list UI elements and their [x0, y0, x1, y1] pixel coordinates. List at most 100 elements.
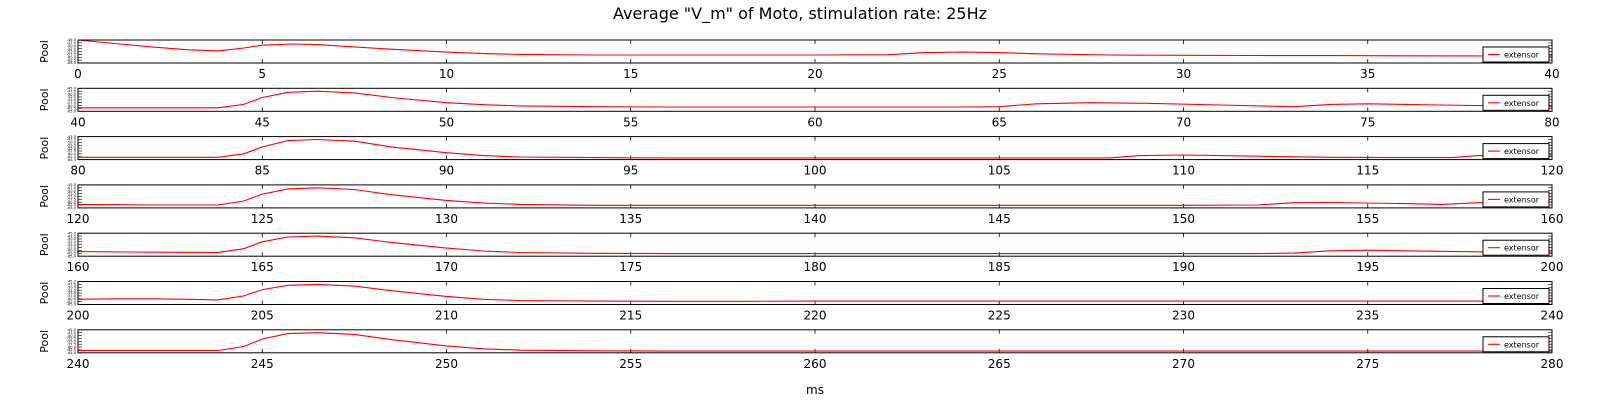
- x-tick-label: 240: [1541, 309, 1564, 323]
- x-tick-label: 240: [67, 357, 90, 371]
- y-tick-label: -55.0: [67, 195, 77, 199]
- y-tick-label: -52.5: [67, 143, 76, 147]
- x-tick-label: 250: [435, 357, 458, 371]
- y-tick-label: -65.0: [67, 110, 77, 114]
- y-tick-label: -60.0: [67, 297, 77, 301]
- y-tick-label: -57.5: [67, 342, 76, 346]
- legend-box: [1482, 239, 1550, 256]
- x-tick-label: 90: [439, 164, 454, 178]
- x-tick-label: 255: [619, 357, 642, 371]
- y-tick-label: -60.0: [67, 200, 77, 204]
- y-tick-label: -62.5: [67, 58, 76, 62]
- y-tick-label: -55.0: [67, 340, 77, 344]
- y-tick-label: -65.0: [67, 61, 77, 65]
- legend-label: extensor: [1504, 147, 1540, 156]
- x-tick-label: 135: [619, 212, 642, 226]
- x-tick-label: 150: [1172, 212, 1195, 226]
- series-line-extensor: [77, 283, 1552, 302]
- x-tick-label: 170: [435, 260, 458, 274]
- y-axis-label: Pool: [38, 40, 51, 63]
- y-tick-label: -57.5: [67, 149, 76, 153]
- x-tick-label: 60: [807, 115, 822, 129]
- x-axis-label: ms: [806, 383, 824, 397]
- x-tick-label: 165: [251, 260, 274, 274]
- axes-frame: [77, 39, 1553, 64]
- y-axis-label: Pool: [38, 233, 51, 256]
- y-tick-label: -45.0: [67, 183, 77, 187]
- x-tick-label: 30: [1176, 67, 1191, 81]
- y-tick-label: -60.0: [67, 104, 77, 108]
- y-tick-label: -65.0: [67, 158, 77, 162]
- subplot-4: -45.0-47.5-50.0-52.5-55.0-57.5-60.0-62.5…: [38, 183, 1563, 226]
- x-tick-label: 55: [623, 115, 638, 129]
- y-tick-label: -62.5: [67, 300, 76, 304]
- y-tick-label: -52.5: [67, 192, 76, 196]
- x-tick-label: 110: [1172, 164, 1195, 178]
- x-tick-label: 15: [623, 67, 638, 81]
- x-tick-label: 160: [67, 260, 90, 274]
- y-tick-label: -45.0: [67, 231, 77, 235]
- series-line-extensor: [78, 138, 1553, 159]
- y-tick-label: -45.0: [67, 135, 77, 139]
- y-axis-label: Pool: [38, 330, 51, 353]
- x-tick-label: 275: [1356, 357, 1379, 371]
- y-axis-label: Pool: [38, 137, 51, 160]
- series-line-extensor: [77, 39, 1552, 57]
- x-tick-label: 75: [1360, 115, 1375, 129]
- legend-box: [1482, 288, 1550, 304]
- y-tick-label: -62.5: [67, 107, 76, 111]
- legend-box: [1482, 336, 1550, 353]
- x-tick-label: 205: [251, 309, 274, 323]
- x-tick-label: 115: [1356, 164, 1379, 178]
- y-tick-label: -55.0: [67, 291, 77, 295]
- x-tick-label: 210: [435, 309, 458, 323]
- y-tick-label: -57.5: [67, 246, 76, 250]
- y-tick-label: -60.0: [67, 152, 77, 156]
- x-tick-label: 160: [1541, 212, 1564, 226]
- y-tick-label: -52.5: [67, 240, 76, 244]
- x-tick-label: 280: [1541, 357, 1564, 371]
- legend-box: [1482, 191, 1550, 208]
- y-tick-label: -55.0: [67, 146, 77, 150]
- y-axis-label: Pool: [38, 88, 51, 111]
- y-tick-label: -65.0: [67, 206, 77, 210]
- y-tick-label: -62.5: [67, 348, 76, 352]
- y-tick-label: -50.0: [67, 334, 77, 338]
- x-tick-label: 180: [804, 260, 827, 274]
- y-tick-label: -47.5: [67, 331, 76, 335]
- x-tick-label: 105: [988, 164, 1011, 178]
- y-tick-label: -57.5: [67, 53, 76, 57]
- x-tick-label: 265: [988, 357, 1011, 371]
- x-tick-label: 260: [804, 357, 827, 371]
- x-tick-label: 50: [439, 115, 454, 129]
- x-tick-label: 215: [619, 309, 642, 323]
- x-tick-label: 130: [435, 212, 458, 226]
- x-tick-label: 230: [1172, 309, 1195, 323]
- y-tick-label: -50.0: [67, 92, 77, 96]
- x-tick-label: 145: [988, 212, 1011, 226]
- x-tick-label: 35: [1360, 67, 1375, 81]
- x-tick-label: 95: [623, 164, 638, 178]
- axes-frame: [77, 329, 1553, 354]
- legend-label: extensor: [1504, 99, 1540, 108]
- axes-frame: [77, 184, 1553, 209]
- x-tick-label: 155: [1356, 212, 1379, 226]
- subplot-7: -45.0-47.5-50.0-52.5-55.0-57.5-60.0-62.5…: [38, 328, 1563, 371]
- y-tick-label: -60.0: [67, 55, 77, 59]
- subplot-6: -45.0-47.5-50.0-52.5-55.0-57.5-60.0-62.5…: [38, 280, 1563, 323]
- legend-box: [1482, 143, 1550, 160]
- y-axis-label: Pool: [38, 282, 51, 305]
- y-tick-label: -50.0: [67, 141, 77, 145]
- y-tick-label: -52.5: [67, 95, 76, 99]
- y-tick-label: -57.5: [67, 294, 76, 298]
- y-tick-label: -50.0: [67, 44, 77, 48]
- x-tick-label: 120: [1541, 164, 1564, 178]
- axes-frame: [77, 136, 1553, 161]
- x-tick-label: 200: [67, 309, 90, 323]
- y-tick-label: -55.0: [67, 243, 77, 247]
- x-tick-label: 80: [70, 164, 85, 178]
- x-tick-label: 45: [255, 115, 270, 129]
- y-tick-label: -47.5: [67, 89, 76, 93]
- y-tick-label: -65.0: [67, 254, 77, 258]
- x-tick-label: 245: [251, 357, 274, 371]
